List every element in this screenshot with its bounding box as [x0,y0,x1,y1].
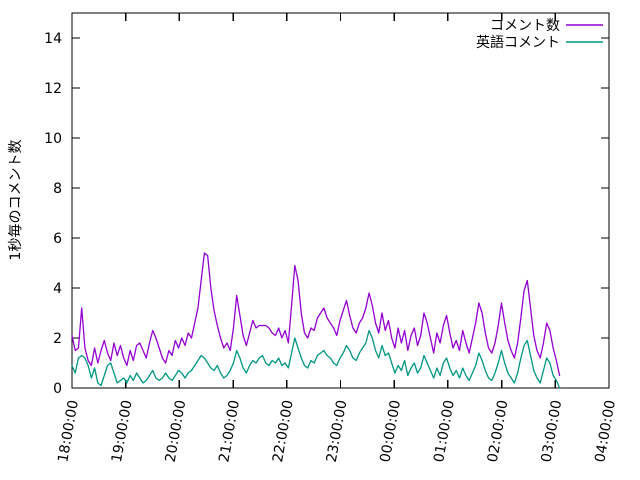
x-tick-label: 23:00:00 [324,399,351,464]
x-tick-label: 18:00:00 [55,399,82,464]
x-tick-label: 20:00:00 [163,399,190,464]
x-tick-label: 03:00:00 [539,399,566,464]
x-tick-label: 04:00:00 [592,399,619,464]
y-tick-label: 12 [44,81,62,97]
x-axis-ticks: 18:00:00 19:00:00 20:00:00 21:00:00 22:00:00… [55,13,619,464]
legend-label: 英語コメント [476,34,560,51]
x-tick-label: 02:00:00 [485,399,512,464]
series-line-english-comment [71,329,561,389]
x-tick-label: 21:00:00 [216,399,243,464]
x-tick-label: 00:00:00 [377,399,404,464]
x-tick-label: 22:00:00 [270,399,297,464]
legend-label: コメント数 [490,18,560,34]
y-tick-label: 8 [53,181,62,197]
y-axis-title: 1秒毎のコメント数 [8,140,24,261]
y-axis-title-group: 1秒毎のコメント数 [8,140,24,261]
y-tick-label: 2 [53,331,62,347]
y-tick-label: 4 [53,281,62,297]
y-tick-label: 10 [44,131,62,147]
series-line-comment-count [71,252,561,377]
x-tick-label: 01:00:00 [431,399,458,464]
series-group [71,252,561,389]
x-tick-label: 19:00:00 [109,399,136,464]
y-tick-label: 0 [53,381,62,397]
y-tick-label: 6 [53,231,62,247]
y-axis-ticks: 0 2 4 6 8 10 12 14 [44,31,609,397]
y-tick-label: 14 [44,31,62,47]
